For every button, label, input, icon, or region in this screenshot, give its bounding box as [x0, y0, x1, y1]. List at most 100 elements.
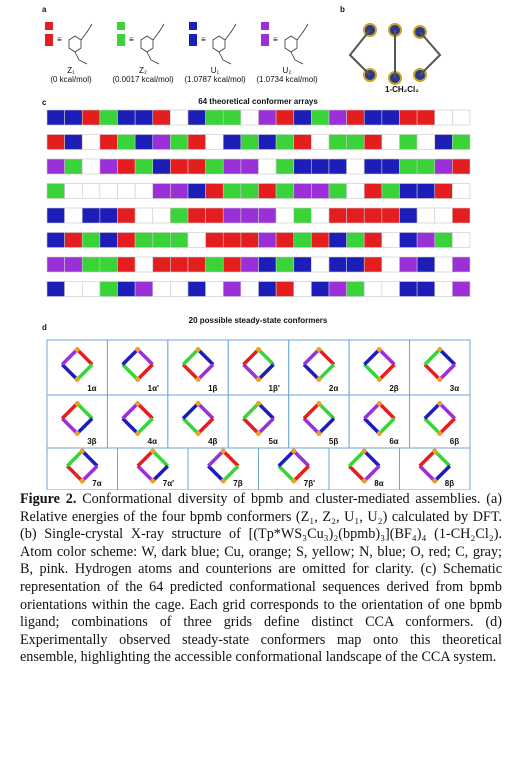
conformer-label: 1β'	[269, 384, 280, 393]
grid-cell	[81, 109, 101, 126]
cluster	[74, 431, 80, 436]
grid-cell	[258, 281, 277, 297]
grid-cell	[434, 109, 453, 126]
cluster	[79, 448, 85, 454]
conformer-box	[328, 447, 400, 490]
symbol: ≡	[273, 35, 278, 44]
conformer-label: 1α	[87, 384, 96, 393]
grid-cell	[99, 207, 118, 224]
ligand	[438, 417, 457, 435]
ligand	[60, 348, 79, 366]
grid-cell	[81, 134, 101, 150]
grid-cell	[434, 232, 453, 248]
grid-cell	[187, 281, 206, 297]
grid-cell	[346, 256, 365, 273]
grid-cell	[46, 109, 65, 126]
grid-cell	[381, 183, 400, 199]
ligand	[66, 464, 84, 483]
cluster	[150, 448, 156, 454]
ligand	[363, 348, 381, 366]
grid-cell	[46, 281, 65, 297]
grid-cell	[81, 183, 101, 199]
grid-cell	[258, 207, 277, 224]
grid-cell	[134, 256, 154, 273]
conformer-box	[46, 447, 118, 490]
grid-cell	[434, 281, 453, 297]
cluster	[195, 347, 201, 352]
ligand	[181, 363, 200, 381]
ligand	[136, 449, 154, 468]
ligand	[438, 363, 457, 381]
cluster	[256, 347, 261, 352]
grid-cell	[399, 281, 418, 297]
ligand	[363, 464, 381, 483]
conformer-box	[258, 447, 330, 490]
grid-cell	[399, 207, 418, 224]
symbol: ≡	[129, 35, 134, 44]
grid-cell	[99, 232, 118, 248]
grid-cell	[222, 183, 242, 199]
grid-cell	[416, 109, 436, 126]
ligand	[60, 402, 79, 420]
conformer-label: 3α	[450, 384, 459, 393]
cluster	[74, 401, 80, 406]
grid-cell	[240, 207, 259, 224]
ligand	[433, 449, 451, 468]
grid-cell	[293, 281, 312, 297]
conformer-energy: (0.0017 kcal/mol)	[112, 75, 174, 84]
ligand	[433, 464, 451, 483]
conformer-icon	[117, 34, 125, 46]
grid-cell	[258, 158, 277, 175]
grid-cell	[99, 256, 118, 273]
grid-cell	[170, 183, 189, 199]
grid-cell	[293, 109, 312, 126]
grid-cell	[328, 183, 347, 199]
grid-cell	[81, 158, 101, 175]
ligand	[207, 464, 225, 483]
ligand	[60, 363, 79, 381]
ligand	[423, 348, 442, 366]
conformer-label: 3β	[87, 437, 96, 446]
ligand	[257, 417, 275, 435]
grid-cell	[381, 109, 400, 126]
grid-cell	[46, 183, 65, 199]
grid-cell	[346, 232, 365, 248]
ligand	[348, 449, 366, 468]
grid-cell	[152, 183, 171, 199]
grid-cell	[152, 134, 171, 150]
cluster	[361, 448, 367, 454]
panel-label: c	[42, 98, 47, 107]
grid-cell	[81, 232, 101, 248]
grid-cell	[311, 281, 330, 297]
ligand	[292, 464, 310, 483]
ligand	[207, 449, 225, 468]
ligand	[81, 464, 99, 483]
grid-cell	[222, 134, 242, 150]
cluster	[291, 448, 297, 454]
symbol: ≡	[201, 35, 206, 44]
ligand	[75, 348, 94, 366]
grid-cell	[46, 232, 65, 248]
ligand	[348, 464, 366, 483]
conformer-label: 5α	[269, 437, 278, 446]
ligand	[121, 348, 139, 366]
cluster	[376, 401, 382, 406]
ligand	[75, 363, 94, 381]
grid-cell	[187, 232, 206, 248]
panel-title: 64 theoretical conformer arrays	[198, 97, 318, 106]
grid-cell	[64, 183, 83, 199]
ligand	[292, 449, 310, 468]
grid-cell	[452, 158, 471, 175]
grid-cell	[46, 256, 65, 273]
ligand	[242, 402, 260, 420]
ligand	[277, 449, 295, 468]
ligand	[151, 464, 169, 483]
cluster	[437, 347, 443, 352]
grid-cell	[275, 232, 295, 248]
grid-cell	[293, 207, 312, 224]
conformer-label: 7β'	[304, 479, 315, 488]
panel-label: a	[42, 5, 47, 14]
grid-cell	[275, 158, 295, 175]
ligand	[423, 417, 442, 435]
conformer-icon	[45, 22, 53, 30]
